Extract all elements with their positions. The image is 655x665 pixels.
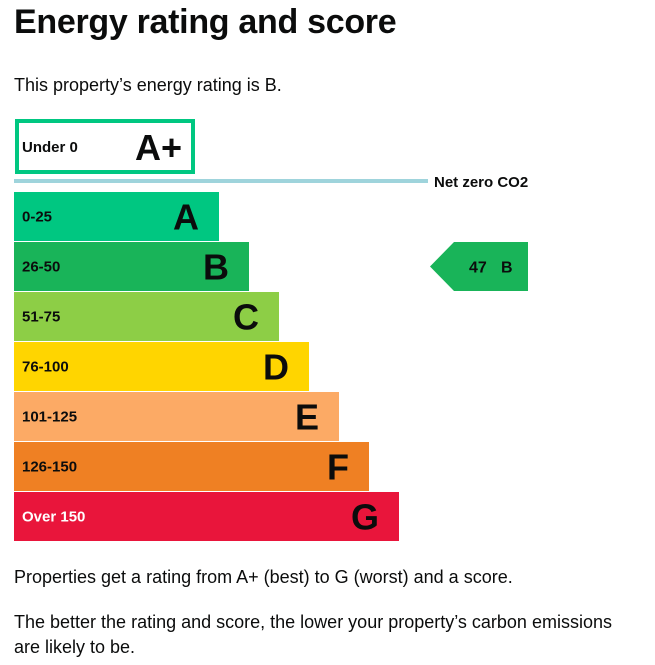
carbon-emissions-note: The better the rating and score, the low… [14,612,612,657]
band-e-bar [14,392,339,441]
band-c-range: 51-75 [22,309,60,326]
net-zero-band-letter: A+ [135,127,182,168]
rating-scale-note: Properties get a rating from A+ (best) t… [14,567,513,587]
band-c-letter: C [233,297,259,338]
band-f-letter: F [327,447,349,488]
net-zero-range-label: Under 0 [22,139,78,156]
band-d-bar [14,342,309,391]
band-e-letter: E [295,397,319,438]
band-b-bar [14,242,249,291]
net-zero-label: Net zero CO2 [434,174,528,191]
band-f-bar [14,442,369,491]
band-g-bar [14,492,399,541]
band-d-range: 76-100 [22,359,69,376]
band-a-bar [14,192,219,241]
current-score: 47 [469,260,487,277]
energy-rating-summary: This property’s energy rating is B. [14,75,282,95]
current-rating-letter: B [501,260,513,277]
band-a-letter: A [173,197,199,238]
band-a-range: 0-25 [22,209,52,226]
band-f-range: 126-150 [22,459,77,476]
current-rating-pointer [430,242,528,291]
band-g-letter: G [351,497,379,538]
band-e-range: 101-125 [22,409,77,426]
band-g-range: Over 150 [22,509,85,526]
band-c-bar [14,292,279,341]
band-d-letter: D [263,347,289,388]
page-title: Energy rating and score [14,3,397,41]
net-zero-band-box [15,119,195,174]
band-b-letter: B [203,247,229,288]
band-b-range: 26-50 [22,259,60,276]
